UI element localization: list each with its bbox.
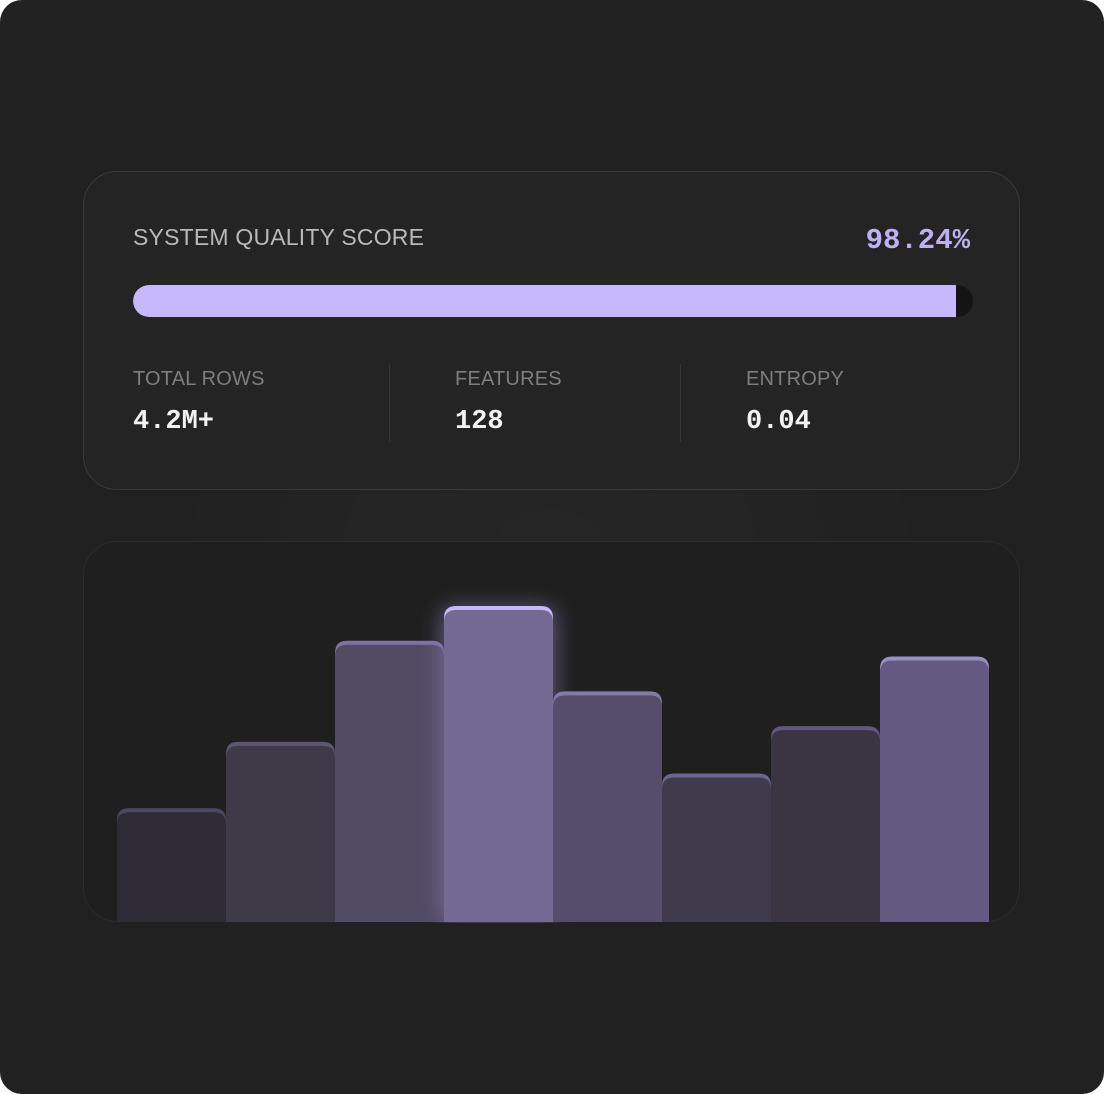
score-progress-fill bbox=[133, 285, 957, 317]
stat-entropy: ENTROPY 0.04 bbox=[746, 368, 844, 437]
stat-value: 4.2M+ bbox=[133, 407, 215, 437]
stat-value: 0.04 bbox=[746, 407, 811, 437]
bar bbox=[553, 695, 662, 922]
bar bbox=[880, 660, 989, 922]
bar bbox=[226, 745, 335, 922]
stat-divider bbox=[389, 364, 390, 442]
score-value: 98.24% bbox=[865, 224, 970, 257]
stat-label: TOTAL ROWS bbox=[133, 368, 265, 390]
bar bbox=[662, 777, 771, 922]
stat-divider bbox=[680, 364, 681, 442]
distribution-chart-card bbox=[83, 541, 1020, 922]
bar bbox=[117, 812, 226, 922]
stat-value: 128 bbox=[455, 407, 504, 437]
stat-label: ENTROPY bbox=[746, 368, 845, 390]
stat-label: FEATURES bbox=[455, 368, 562, 390]
bar bbox=[335, 644, 444, 922]
score-title: SYSTEM QUALITY SCORE bbox=[133, 224, 425, 250]
stat-total-rows: TOTAL ROWS 4.2M+ bbox=[133, 368, 265, 437]
quality-score-card: SYSTEM QUALITY SCORE 98.24% TOTAL ROWS 4… bbox=[83, 171, 1020, 490]
distribution-bar-chart bbox=[117, 606, 989, 922]
bar bbox=[771, 730, 880, 922]
bar bbox=[444, 610, 553, 922]
score-progress-bar bbox=[133, 285, 973, 317]
stat-features: FEATURES 128 bbox=[455, 368, 562, 437]
